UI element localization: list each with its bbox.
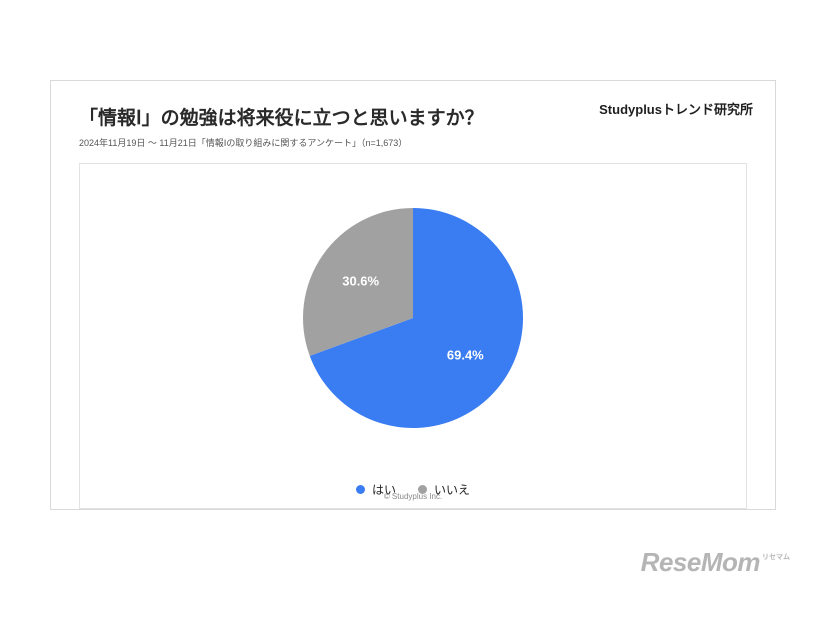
page-frame: Studyplusトレンド研究所 「情報Ⅰ」の勉強は将来役に立つと思いますか？ … <box>0 0 826 620</box>
watermark-main: ReseMom <box>641 547 760 577</box>
brand-strong: Studyplus <box>599 102 662 117</box>
watermark-ruby: リセマム <box>762 554 790 561</box>
slide-card: Studyplusトレンド研究所 「情報Ⅰ」の勉強は将来役に立つと思いますか？ … <box>50 80 776 510</box>
watermark: ReseMomリセマム <box>641 547 790 578</box>
slice-label: 30.6% <box>342 274 379 289</box>
chart-frame: 69.4%30.6% はいいいえ <box>79 163 747 509</box>
slice-label: 69.4% <box>447 347 484 362</box>
chart-subtitle: 2024年11月19日 〜 11月21日「情報Ⅰの取り組みに関するアンケート」（… <box>79 136 747 149</box>
brand-label: Studyplusトレンド研究所 <box>599 99 753 118</box>
pie-svg <box>303 208 523 428</box>
credit-line: © Studyplus Inc. <box>51 492 775 501</box>
brand-rest: トレンド研究所 <box>662 102 753 117</box>
pie-chart: 69.4% 30.6% <box>303 208 523 428</box>
title-area: 「情報Ⅰ」の勉強は将来役に立つと思いますか？ 2024年11月19日 〜 11月… <box>51 81 775 157</box>
